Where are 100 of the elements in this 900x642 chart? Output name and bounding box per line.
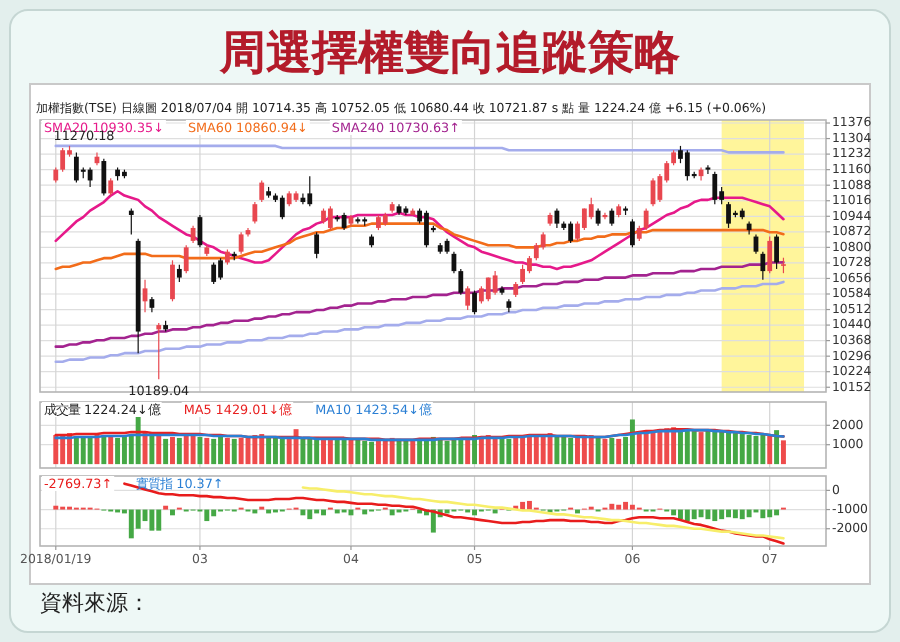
candlestick — [73, 151, 79, 184]
bar — [375, 438, 381, 465]
bar — [272, 437, 278, 465]
bar — [73, 435, 79, 465]
candlestick — [424, 210, 429, 248]
candlestick — [259, 179, 265, 203]
candlestick — [774, 233, 779, 270]
bar — [705, 430, 711, 465]
bar — [204, 437, 210, 465]
bar — [53, 435, 59, 465]
bar — [362, 440, 368, 465]
bar — [293, 429, 299, 465]
bar — [678, 430, 683, 465]
bar — [238, 437, 244, 465]
candlestick — [726, 201, 731, 229]
bar — [746, 435, 752, 465]
bar — [410, 440, 416, 465]
bar — [575, 435, 580, 465]
candlestick — [314, 231, 320, 259]
source-note: 資料來源： — [40, 590, 150, 616]
bar — [279, 438, 285, 465]
bar — [485, 435, 491, 465]
bar — [698, 432, 704, 465]
candlestick — [712, 171, 718, 205]
bar — [780, 440, 786, 465]
candlestick — [630, 218, 635, 248]
bar — [424, 438, 429, 465]
bar — [767, 435, 773, 465]
bar — [513, 436, 519, 465]
candlestick — [87, 166, 93, 188]
bar — [526, 435, 532, 465]
bar — [163, 438, 169, 465]
bar — [506, 438, 512, 465]
candlestick — [156, 322, 162, 380]
bar — [115, 437, 121, 465]
candlestick — [760, 251, 766, 281]
bar — [183, 435, 189, 465]
bar — [712, 429, 718, 465]
bar — [581, 436, 587, 465]
candlestick — [568, 220, 574, 244]
bar — [300, 437, 306, 465]
bar — [259, 434, 265, 465]
bar — [719, 431, 725, 465]
bar — [266, 436, 272, 465]
candlestick — [520, 264, 525, 285]
bar — [774, 430, 780, 465]
bar — [327, 438, 333, 465]
bar — [451, 437, 457, 465]
bar — [307, 438, 313, 465]
bar — [458, 438, 464, 465]
bar — [321, 437, 326, 465]
bar — [176, 437, 182, 465]
bar — [609, 437, 615, 465]
bar — [382, 439, 388, 465]
candlestick — [643, 207, 649, 231]
line-series — [301, 486, 785, 540]
bar — [108, 436, 114, 465]
candlestick — [218, 257, 223, 281]
bar — [437, 439, 443, 465]
bar — [101, 435, 107, 465]
bar — [444, 440, 450, 465]
bar — [417, 439, 423, 465]
bar — [588, 435, 594, 465]
line-series — [54, 222, 785, 271]
bar — [149, 435, 155, 465]
bar — [252, 435, 258, 465]
bar — [369, 441, 375, 465]
candlestick — [588, 197, 594, 220]
bar — [732, 433, 738, 465]
bar — [403, 439, 409, 465]
bar — [561, 436, 567, 465]
candlestick — [472, 289, 477, 315]
bar — [595, 437, 601, 465]
candlestick — [492, 270, 498, 296]
bar — [629, 419, 635, 465]
bar — [540, 435, 546, 465]
bar — [643, 432, 649, 465]
candlestick — [403, 205, 409, 216]
bar — [170, 436, 175, 465]
candlestick — [211, 261, 217, 285]
bar — [224, 437, 230, 465]
bar — [726, 432, 731, 465]
bar — [520, 435, 526, 465]
candlestick — [170, 259, 175, 302]
bar — [197, 436, 203, 465]
candlestick — [767, 235, 773, 274]
bar — [664, 428, 670, 465]
candlestick — [128, 207, 134, 236]
candlestick — [307, 175, 313, 207]
candlestick — [238, 231, 244, 255]
candlestick — [101, 158, 107, 197]
bar — [355, 439, 361, 465]
bar — [760, 435, 766, 465]
bar — [341, 437, 347, 465]
bar — [389, 437, 395, 465]
bar — [691, 431, 697, 465]
bar — [218, 436, 224, 465]
bar — [231, 438, 237, 465]
bar — [568, 437, 574, 465]
bar — [554, 435, 560, 465]
